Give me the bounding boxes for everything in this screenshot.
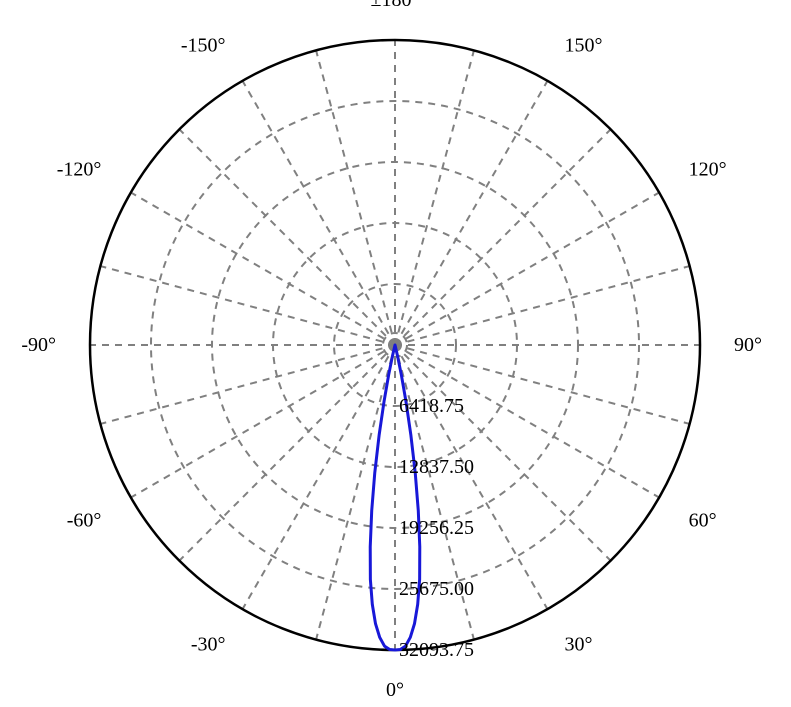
angle-tick-label: -120° [57,159,102,181]
polar-chart: 6418.75 12837.50 19256.25 25675.00 32093.75 0… [0,0,791,707]
angle-tick-label: 120° [689,159,727,181]
radial-tick-label: 32093.75 [399,639,474,661]
angle-tick-label: 30° [565,634,593,656]
angle-tick-label: 0° [386,679,404,701]
angle-tick-label: 150° [565,34,603,56]
angle-tick-label: 60° [689,510,717,532]
angle-tick-label: -90° [21,334,56,356]
radial-tick-label: 6418.75 [399,395,464,417]
radial-tick-label: 25675.00 [399,578,474,600]
angle-tick-label: -30° [191,634,226,656]
angle-tick-label: ±180° [371,0,420,11]
radial-tick-label: 19256.25 [399,517,474,539]
radial-tick-label: 12837.50 [399,456,474,478]
angle-tick-label: -150° [181,34,226,56]
angle-tick-label: 90° [734,334,762,356]
angle-tick-label: -60° [67,510,102,532]
